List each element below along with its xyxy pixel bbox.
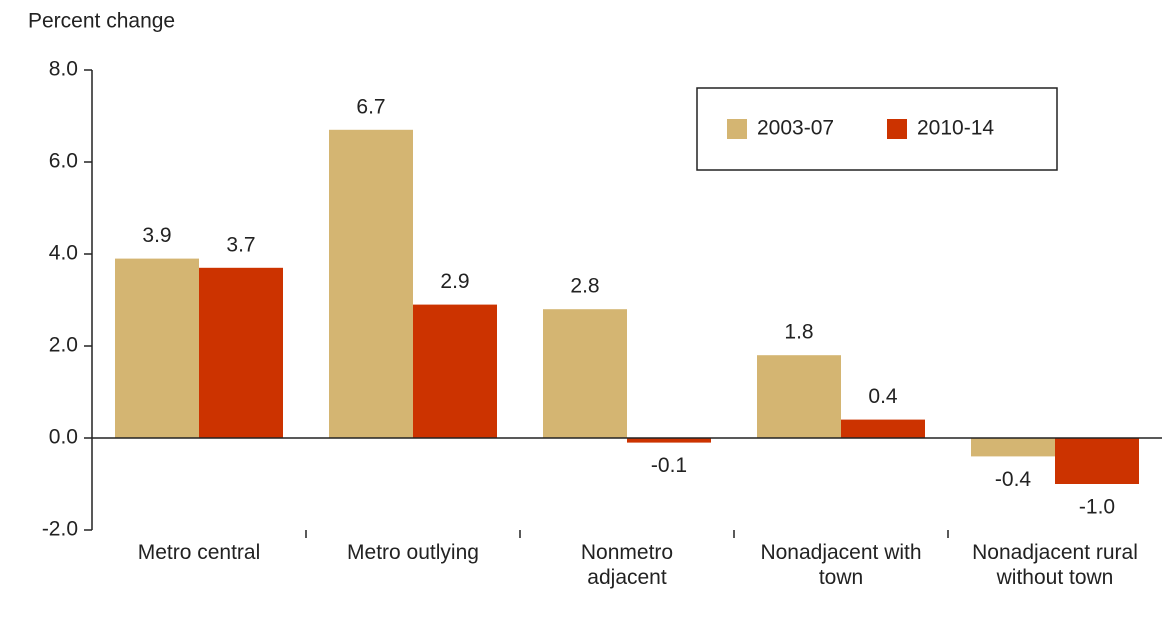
data-label: 3.9 — [142, 224, 171, 247]
bar — [1055, 438, 1139, 484]
legend-box — [696, 87, 1058, 171]
data-label: 2.9 — [440, 270, 469, 293]
y-tick-label: 6.0 — [49, 150, 78, 173]
data-label: -0.1 — [651, 454, 687, 477]
y-tick-label: 2.0 — [49, 334, 78, 357]
bar — [971, 438, 1055, 457]
data-label: 2.8 — [570, 275, 599, 298]
data-label: 1.8 — [784, 321, 813, 344]
bar — [627, 438, 711, 443]
y-tick-label: 8.0 — [49, 58, 78, 81]
legend-label: 2003-07 — [757, 117, 834, 140]
data-label: -1.0 — [1079, 496, 1115, 519]
bar — [199, 267, 283, 438]
legend-label: 2010-14 — [917, 117, 994, 140]
legend-swatch — [887, 119, 907, 139]
y-tick-label: 0.0 — [49, 426, 78, 449]
data-label: 0.4 — [868, 385, 898, 408]
x-tick-label: Nonadjacent with town — [760, 541, 922, 589]
legend-swatch — [727, 119, 747, 139]
x-tick-label: Metro central — [137, 541, 261, 564]
y-tick-label: -2.0 — [42, 518, 78, 541]
data-label: 6.7 — [356, 95, 385, 118]
bar — [543, 309, 627, 438]
data-label: 3.7 — [226, 233, 255, 256]
data-label: -0.4 — [995, 468, 1032, 491]
bar — [329, 129, 413, 439]
x-tick-label: Nonmetro adjacent — [580, 541, 674, 589]
bar — [413, 304, 497, 438]
bar — [841, 419, 925, 438]
x-tick-label: Metro outlying — [347, 541, 479, 564]
bar — [757, 355, 841, 438]
y-axis-label: Percent change — [28, 10, 175, 33]
bar — [115, 258, 199, 438]
y-tick-label: 4.0 — [49, 242, 78, 265]
x-tick-label: Nonadjacent rural without town — [972, 541, 1138, 589]
